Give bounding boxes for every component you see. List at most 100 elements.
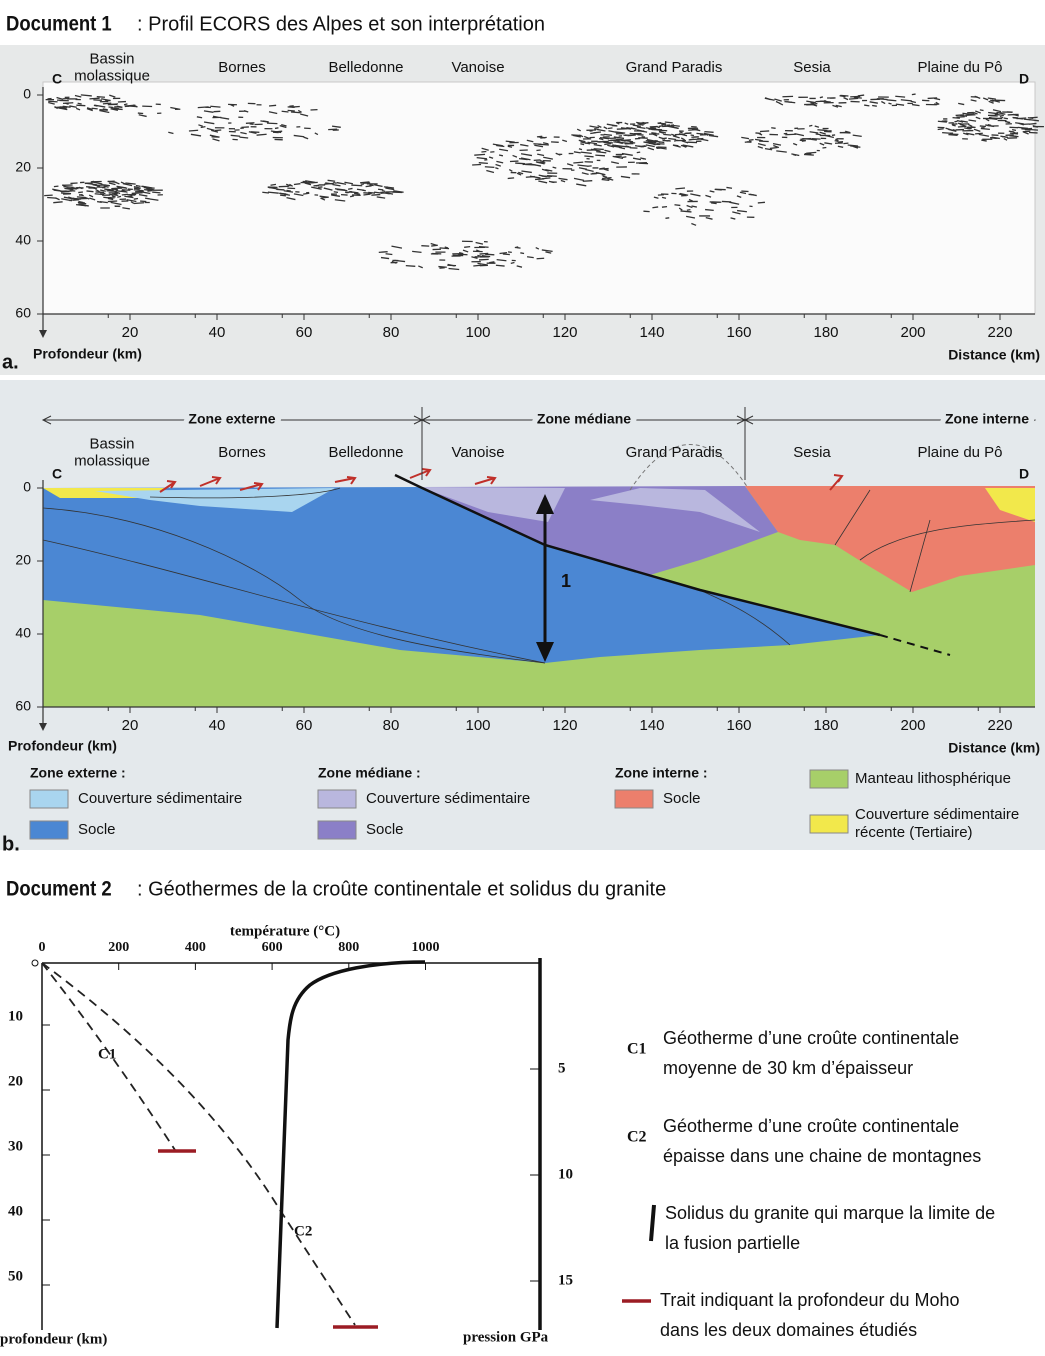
seismic-reflector — [99, 192, 106, 195]
seismic-reflector — [603, 133, 613, 136]
panel-letter: b. — [2, 833, 20, 855]
seismic-reflector — [709, 190, 715, 193]
x-tick-label: 80 — [383, 717, 400, 734]
seismic-reflector — [803, 153, 814, 156]
legend-label: Socle — [78, 821, 116, 838]
seismic-reflector — [268, 111, 278, 115]
seismic-reflector — [710, 202, 717, 205]
seismic-reflector — [679, 131, 683, 134]
legend-solidus — [649, 1204, 656, 1242]
seismic-reflector — [952, 124, 956, 127]
axis-arrow — [39, 723, 47, 731]
seismic-reflector — [106, 190, 117, 192]
seismic-reflector — [895, 103, 905, 106]
seismic-reflector — [412, 250, 422, 254]
seismic-reflector — [869, 101, 878, 104]
seismic-reflector — [458, 251, 464, 255]
x-tick-label: 60 — [296, 324, 313, 341]
seismic-reflector — [981, 139, 987, 142]
seismic-reflector — [824, 142, 833, 145]
seismic-reflector — [708, 134, 719, 138]
seismic-reflector — [104, 99, 111, 102]
legend-label: Manteau lithosphérique — [855, 770, 1011, 787]
seismic-reflector — [764, 97, 771, 101]
seismic-reflector — [104, 188, 114, 191]
legend-swatch — [614, 789, 654, 809]
seismic-reflector — [1012, 113, 1019, 117]
seismic-reflector — [603, 141, 613, 144]
seismic-reflector — [133, 202, 145, 205]
seismic-reflector — [131, 192, 143, 195]
pressure-tick-label: 15 — [558, 1272, 573, 1288]
seismic-reflector — [843, 142, 849, 145]
seismic-reflector — [464, 245, 471, 248]
seismic-reflector — [387, 192, 394, 195]
seismic-reflector — [100, 189, 106, 192]
seismic-reflector — [852, 134, 862, 137]
seismic-reflector — [696, 132, 704, 135]
seismic-reflector — [1009, 132, 1018, 135]
curve-label: C2 — [294, 1223, 312, 1239]
curve-label: C1 — [98, 1046, 116, 1062]
seismic-reflector — [688, 128, 699, 131]
seismic-reflector — [661, 123, 667, 126]
external-basement — [43, 487, 880, 663]
seismic-reflector — [662, 139, 671, 142]
seismic-reflector — [496, 258, 507, 262]
seismic-reflector — [960, 120, 968, 123]
seismic-reflector — [485, 253, 495, 256]
legend-text: Géotherme d’une croûte continentale — [663, 1028, 959, 1048]
seismic-reflector — [107, 180, 117, 183]
seismic-reflector — [378, 251, 388, 254]
seismic-reflector — [957, 125, 967, 128]
seismic-reflector — [811, 137, 821, 140]
seismic-reflector — [331, 125, 341, 128]
seismic-reflector — [250, 131, 260, 133]
seismic-reflector — [596, 128, 606, 132]
seismic-reflector — [979, 125, 986, 128]
seismic-reflector — [211, 129, 219, 133]
movement-arrow — [829, 474, 844, 491]
seismic-reflector — [965, 114, 976, 116]
x-tick-label: 20 — [122, 324, 139, 341]
seismic-reflector — [665, 217, 670, 219]
seismic-reflector — [380, 192, 388, 194]
seismic-reflector — [385, 253, 393, 256]
seismic-reflector — [86, 107, 93, 111]
y-tick-label: 0 — [23, 86, 31, 102]
seismic-reflector — [573, 177, 585, 182]
seismic-reflector — [847, 144, 859, 147]
seismic-reflector — [62, 102, 74, 105]
seismic-reflector — [360, 181, 370, 184]
seismic-reflector — [1013, 132, 1019, 135]
seismic-reflector — [86, 190, 94, 193]
seismic-reflector — [336, 188, 348, 192]
seismic-reflector — [152, 191, 161, 194]
seismic-reflector — [972, 111, 978, 115]
seismic-reflector — [935, 101, 940, 105]
seismic-reflector — [76, 204, 87, 207]
x-tick-label: 40 — [209, 324, 226, 341]
document-label: Document 1 — [6, 12, 112, 35]
seismic-reflector — [63, 196, 72, 200]
seismic-reflector — [495, 264, 505, 267]
seismic-reflector — [462, 249, 469, 253]
seismic-reflector — [685, 215, 696, 219]
seismic-reflector — [123, 103, 128, 106]
seismic-reflector — [975, 110, 982, 114]
place-name: molassique — [74, 67, 150, 84]
seismic-reflector — [754, 138, 762, 141]
median-cover — [420, 487, 565, 522]
temperature-tick-label: 600 — [262, 940, 283, 955]
seismic-reflector — [819, 131, 826, 135]
seismic-reflector — [640, 157, 645, 160]
legend-text: Trait indiquant la profondeur du Moho — [660, 1290, 960, 1310]
seismic-reflector — [979, 109, 984, 112]
zone-name: Zone interne — [945, 411, 1029, 427]
seismic-reflector — [363, 193, 371, 196]
zone-name: Zone externe — [188, 411, 275, 427]
seismic-reflector — [133, 187, 140, 190]
seismic-reflector — [652, 206, 659, 209]
seismic-reflector — [537, 153, 545, 157]
seismic-reflector — [102, 102, 112, 105]
